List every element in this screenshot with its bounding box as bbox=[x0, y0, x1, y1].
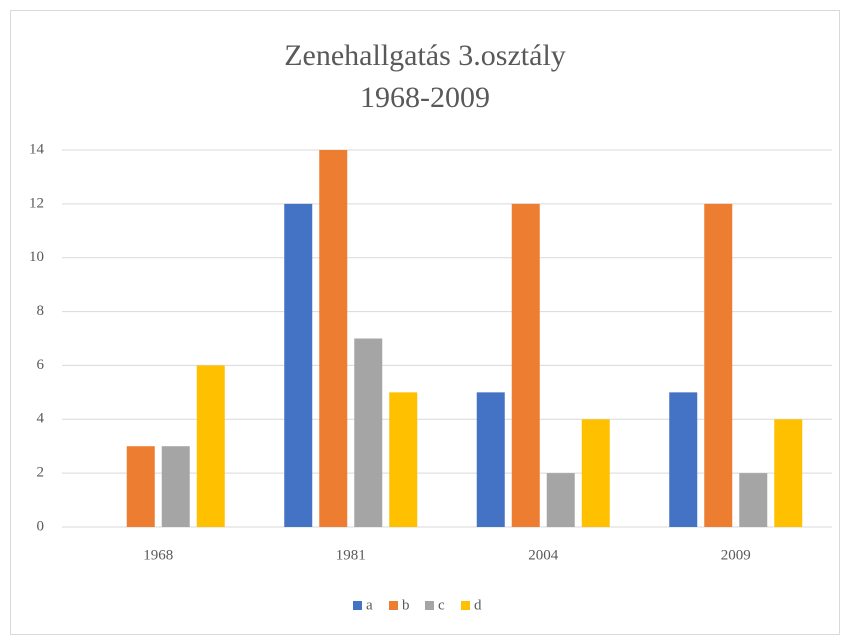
legend-label: b bbox=[402, 597, 410, 613]
bar bbox=[669, 392, 698, 527]
x-tick-label: 1968 bbox=[143, 547, 173, 563]
y-tick-label: 10 bbox=[29, 249, 44, 265]
y-tick-label: 8 bbox=[37, 303, 45, 319]
y-tick-label: 2 bbox=[37, 465, 45, 481]
bar bbox=[196, 365, 225, 527]
chart-title: Zenehallgatás 3.osztály bbox=[284, 39, 566, 72]
legend-swatch bbox=[353, 601, 362, 610]
x-tick-label: 1981 bbox=[336, 547, 366, 563]
bar bbox=[704, 203, 733, 527]
bar bbox=[476, 392, 505, 527]
bar bbox=[546, 473, 575, 527]
bar bbox=[319, 150, 348, 527]
legend-label: d bbox=[474, 597, 482, 613]
legend-swatch bbox=[461, 601, 470, 610]
y-tick-label: 4 bbox=[37, 411, 45, 427]
bar bbox=[354, 338, 383, 527]
chart-frame bbox=[10, 10, 840, 635]
y-tick-label: 12 bbox=[29, 195, 44, 211]
bar bbox=[774, 419, 803, 527]
bar bbox=[581, 419, 610, 527]
bar bbox=[284, 203, 313, 527]
x-tick-label: 2004 bbox=[528, 547, 559, 563]
legend-label: a bbox=[366, 597, 373, 613]
legend-swatch bbox=[389, 601, 398, 610]
y-tick-label: 0 bbox=[37, 518, 45, 534]
y-tick-label: 14 bbox=[29, 141, 45, 157]
chart-subtitle: 1968-2009 bbox=[360, 81, 490, 114]
x-tick-label: 2009 bbox=[721, 547, 751, 563]
bar bbox=[739, 473, 768, 527]
bar bbox=[161, 446, 190, 527]
bar bbox=[511, 203, 540, 527]
legend-swatch bbox=[425, 601, 434, 610]
bar bbox=[389, 392, 418, 527]
bar bbox=[126, 446, 155, 527]
y-tick-label: 6 bbox=[37, 357, 45, 373]
legend-label: c bbox=[438, 597, 445, 613]
